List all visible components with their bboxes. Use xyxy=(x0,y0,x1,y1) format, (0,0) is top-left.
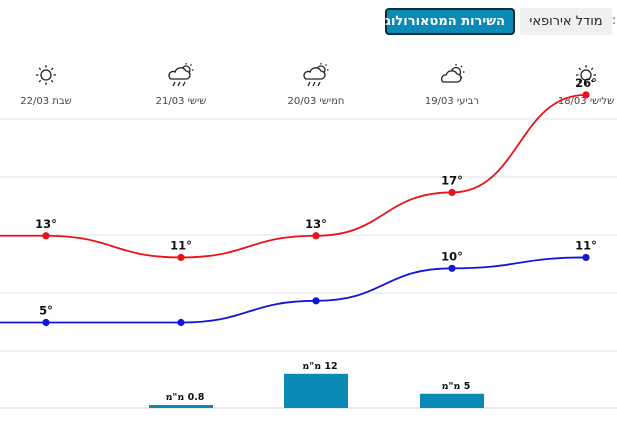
temperature-point xyxy=(177,318,185,327)
temperature-point xyxy=(448,264,456,272)
ims-model-button[interactable]: השירות המטאורולוגי xyxy=(381,8,515,35)
rain-bar xyxy=(149,405,213,408)
temperature-label: 26° xyxy=(575,76,597,90)
day-label: שישי 21/03 xyxy=(156,96,207,107)
partly-cloudy-icon xyxy=(441,64,465,83)
value-labels: 26° 17° 13° 11° 13° 11° 10° 5° 5 מ"מ 12 מ"מ 0.8 מ"… xyxy=(35,76,597,403)
rain-cloud-icon xyxy=(303,63,329,87)
temperature-series-line xyxy=(0,93,587,259)
ecmwf-model-button[interactable]: מודל אירופאי xyxy=(520,8,612,35)
temperature-label: 11° xyxy=(575,238,597,252)
sun-icon xyxy=(576,65,596,85)
temperature-point xyxy=(42,318,50,327)
forecast-chart: שלישי 18/03 רביעי 19/03 חמישי 20/03 שישי… xyxy=(0,63,617,409)
temperature-label: 13° xyxy=(35,217,57,231)
temperature-label: 13° xyxy=(305,217,327,231)
temperature-label: 11° xyxy=(170,238,192,252)
model-switch-bar: השירות המטאורולוגי מודל אירופאי : xyxy=(0,0,617,40)
rain-bars xyxy=(149,373,484,408)
sun-icon xyxy=(36,65,56,85)
temperature-point xyxy=(312,297,320,305)
day-label: חמישי 20/03 xyxy=(288,96,345,107)
rain-bar xyxy=(284,373,348,408)
temperature-label: 5° xyxy=(39,304,53,318)
temperature-lines xyxy=(0,91,590,327)
day-header: שלישי 18/03 רביעי 19/03 חמישי 20/03 שישי… xyxy=(20,63,614,107)
day-label: רביעי 19/03 xyxy=(425,96,479,107)
temperature-label: 10° xyxy=(441,249,463,263)
separator-colon: : xyxy=(612,13,617,27)
temperature-series-line xyxy=(0,256,587,324)
rain-label: 12 מ"מ xyxy=(302,361,337,372)
temperature-point xyxy=(582,253,590,262)
day-label: שבת 22/03 xyxy=(20,96,71,107)
rain-label: 0.8 מ"מ xyxy=(166,392,205,403)
temperature-point xyxy=(177,253,185,262)
temperature-point xyxy=(582,91,590,99)
day-label: שלישי 18/03 xyxy=(558,96,614,107)
temperature-point xyxy=(448,188,456,197)
temperature-point xyxy=(42,232,50,240)
rain-label: 5 מ"מ xyxy=(442,381,471,392)
temperature-label: 17° xyxy=(441,173,463,187)
rain-cloud-icon xyxy=(168,63,194,87)
rain-bar xyxy=(420,393,484,408)
temperature-point xyxy=(312,232,320,240)
